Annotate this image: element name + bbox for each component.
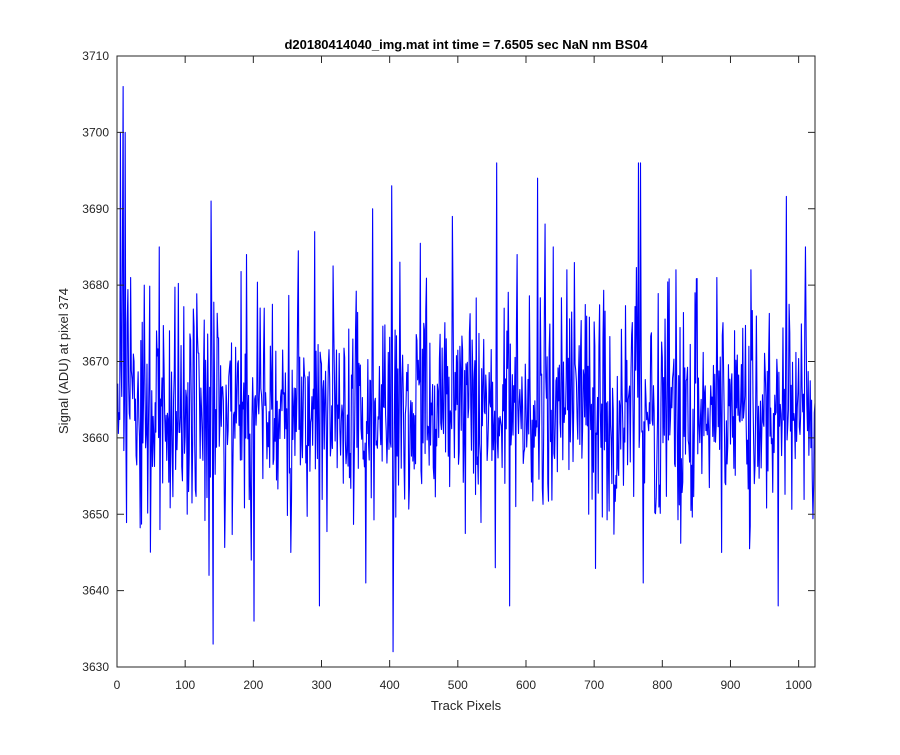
x-axis: 0 100 200 300 400 500 600 700 800 900 1000: [114, 56, 812, 692]
y-tick-label: 3710: [82, 49, 109, 63]
y-tick-label: 3630: [82, 660, 109, 674]
y-tick-label: 3690: [82, 202, 109, 216]
x-tick-label: 600: [516, 678, 536, 692]
y-tick-label: 3640: [82, 584, 109, 598]
y-tick-label: 3700: [82, 125, 109, 139]
x-tick-label: 200: [243, 678, 263, 692]
x-tick-label: 700: [584, 678, 604, 692]
x-tick-label: 0: [114, 678, 121, 692]
y-tick-label: 3670: [82, 355, 109, 369]
series-line: [117, 86, 816, 653]
plot-background: [117, 56, 815, 667]
y-tick-label: 3680: [82, 278, 109, 292]
x-tick-label: 300: [311, 678, 331, 692]
series-layer: [117, 86, 816, 653]
x-tick-label: 400: [380, 678, 400, 692]
chart-title: d20180414040_img.mat int time = 7.6505 s…: [284, 37, 648, 52]
x-tick-label: 100: [175, 678, 195, 692]
x-tick-label: 900: [720, 678, 740, 692]
y-axis: 3630 3640 3650 3660 3670 3680 3690 3700 3710: [82, 49, 815, 674]
x-axis-label: Track Pixels: [431, 698, 502, 713]
x-tick-label: 500: [448, 678, 468, 692]
x-tick-label: 800: [652, 678, 672, 692]
y-tick-label: 3660: [82, 431, 109, 445]
y-axis-label: Signal (ADU) at pixel 374: [56, 288, 71, 434]
y-tick-label: 3650: [82, 507, 109, 521]
x-tick-label: 1000: [785, 678, 812, 692]
